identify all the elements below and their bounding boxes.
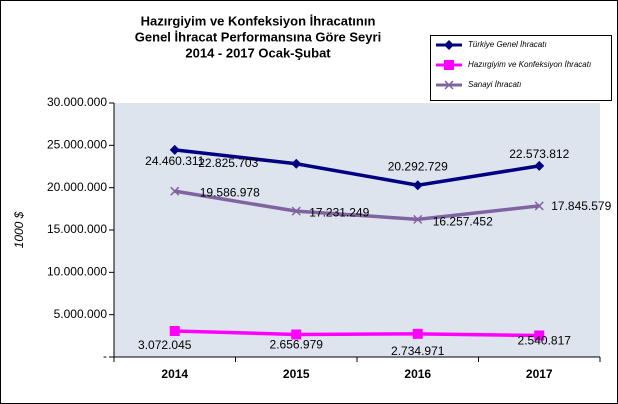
- x-tick-label: 2017: [526, 367, 553, 381]
- data-label: 16.257.452: [433, 215, 493, 229]
- point: [291, 329, 302, 340]
- point: [170, 186, 180, 196]
- point: [169, 144, 180, 155]
- point: [291, 206, 301, 216]
- point: [291, 158, 302, 169]
- data-label: 22.573.812: [509, 147, 569, 161]
- series-line: [174, 148, 540, 187]
- y-tick-label: 15.000.000: [47, 222, 107, 236]
- y-tick-label: 20.000.000: [47, 180, 107, 194]
- y-axis-label: 1000 $: [12, 211, 26, 248]
- plot-area: [114, 103, 600, 357]
- point: [534, 330, 545, 341]
- data-label: 17.845.579: [551, 199, 611, 213]
- chart-title: Genel İhracat Performansına Göre Seyri: [135, 29, 381, 44]
- y-tick-label: 30.000.000: [47, 95, 107, 109]
- y-tick-label: -: [103, 349, 107, 363]
- y-tick-label: 10.000.000: [47, 265, 107, 279]
- point: [444, 80, 454, 90]
- data-label: 24.460.311: [145, 154, 204, 168]
- data-label: 2.540.817: [518, 334, 572, 348]
- data-label: 3.072.045: [138, 338, 192, 352]
- point: [534, 160, 545, 171]
- y-tick-label: 5.000.000: [54, 307, 108, 321]
- chart-title: Hazırgiyim ve Konfeksiyon İhracatının: [141, 13, 376, 28]
- data-label: 19.586.978: [200, 185, 260, 199]
- x-tick-label: 2014: [161, 367, 188, 381]
- y-tick-label: 25.000.000: [47, 138, 107, 152]
- data-label: 20.292.729: [388, 159, 448, 173]
- chart-title: 2014 - 2017 Ocak-Şubat: [185, 45, 331, 60]
- data-label: 22.825.703: [198, 156, 258, 170]
- point: [413, 214, 423, 224]
- legend-label: Sanayi İhracatı: [468, 80, 521, 89]
- series-line: [174, 189, 540, 222]
- point: [534, 201, 544, 211]
- point: [412, 180, 423, 191]
- legend-label: Hazırgiyim ve Konfeksiyon İhracatı: [468, 60, 591, 69]
- point: [169, 325, 180, 336]
- data-label: 2.656.979: [270, 338, 324, 352]
- point: [444, 60, 454, 70]
- data-label: 17.231.249: [309, 205, 369, 219]
- x-tick-label: 2016: [404, 367, 431, 381]
- x-tick-label: 2015: [283, 367, 310, 381]
- point: [412, 328, 423, 339]
- legend-label: Türkiye Genel İhracatı: [468, 40, 547, 49]
- data-label: 2.734.971: [391, 344, 445, 358]
- series-line: [174, 329, 540, 338]
- point: [444, 40, 454, 50]
